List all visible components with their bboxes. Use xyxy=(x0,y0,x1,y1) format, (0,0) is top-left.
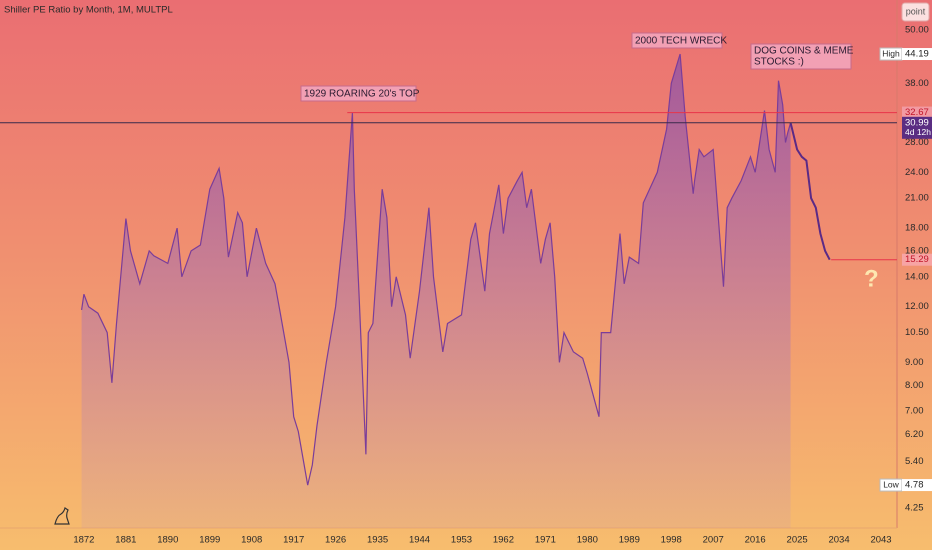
y-tick-label: 7.00 xyxy=(905,406,924,417)
price-label: 32.67 xyxy=(905,107,929,118)
chart-title: Shiller PE Ratio by Month, 1M, MULTPL xyxy=(4,5,173,16)
y-tick-label: 50.00 xyxy=(905,25,929,36)
x-tick-label: 1944 xyxy=(409,535,430,546)
y-tick-label: 18.00 xyxy=(905,223,929,234)
x-tick-label: 1881 xyxy=(115,535,136,546)
y-tick-label: 14.00 xyxy=(905,271,929,282)
x-tick-label: 1917 xyxy=(283,535,304,546)
price-tag: High xyxy=(882,48,900,58)
y-tick-label: 9.00 xyxy=(905,357,924,368)
price-tag: Low xyxy=(883,479,899,489)
x-tick-label: 1953 xyxy=(451,535,472,546)
x-tick-label: 1980 xyxy=(577,535,598,546)
annotation: ? xyxy=(864,265,879,292)
y-tick-label: 12.00 xyxy=(905,301,929,312)
x-tick-label: 1890 xyxy=(157,535,178,546)
price-label: 4.78 xyxy=(905,480,924,491)
scale-button[interactable] xyxy=(901,2,930,22)
plot xyxy=(81,53,831,528)
y-tick-label: 4.25 xyxy=(905,502,924,513)
x-tick-label: 1998 xyxy=(661,535,682,546)
x-tick-label: 1899 xyxy=(199,535,220,546)
annotation-box xyxy=(631,32,723,49)
y-tick-label: 24.00 xyxy=(905,167,929,178)
annotation-box xyxy=(300,85,417,102)
y-tick-label: 5.40 xyxy=(905,456,924,467)
countdown: 4d 12h xyxy=(905,127,931,137)
price-label: 44.19 xyxy=(905,49,929,60)
price-label-box xyxy=(902,479,932,492)
x-tick-label: 2025 xyxy=(787,535,808,546)
y-tick-label: 16.00 xyxy=(905,245,929,256)
logo xyxy=(54,507,70,525)
price-label: 30.99 xyxy=(905,117,929,128)
scale-button-label[interactable]: point xyxy=(906,6,926,16)
annotation: STOCKS :) xyxy=(754,57,804,68)
y-tick-label: 28.00 xyxy=(905,137,929,148)
projection-line xyxy=(789,122,831,261)
y-tick-label: 38.00 xyxy=(905,78,929,89)
x-tick-label: 1908 xyxy=(241,535,262,546)
x-tick-label: 2007 xyxy=(703,535,724,546)
x-tick-label: 1935 xyxy=(367,535,388,546)
y-tick-label: 10.50 xyxy=(905,327,929,338)
x-tick-label: 2034 xyxy=(828,535,849,546)
y-tick-label: 21.00 xyxy=(905,193,929,204)
line xyxy=(81,53,792,486)
price-label-box xyxy=(902,48,932,61)
y-tick-label: 6.20 xyxy=(905,429,924,440)
price-label-box xyxy=(902,116,932,139)
x-tick-label: 1926 xyxy=(325,535,346,546)
y-tick-label: 8.00 xyxy=(905,380,924,391)
x-tick-label: 1872 xyxy=(73,535,94,546)
price-label: 15.29 xyxy=(905,254,929,265)
annotation: 1929 ROARING 20's TOP xyxy=(304,89,420,100)
annotation-box xyxy=(750,43,852,70)
price-label-box xyxy=(902,253,932,266)
annotation: 2000 TECH WRECK xyxy=(635,36,727,47)
x-tick-label: 1962 xyxy=(493,535,514,546)
price-label-box xyxy=(902,106,932,119)
x-tick-label: 2016 xyxy=(745,535,766,546)
x-tick-label: 1989 xyxy=(619,535,640,546)
x-tick-label: 2043 xyxy=(870,535,891,546)
annotation: DOG COINS & MEME xyxy=(754,46,854,57)
area-fill xyxy=(81,54,791,528)
x-tick-label: 1971 xyxy=(535,535,556,546)
